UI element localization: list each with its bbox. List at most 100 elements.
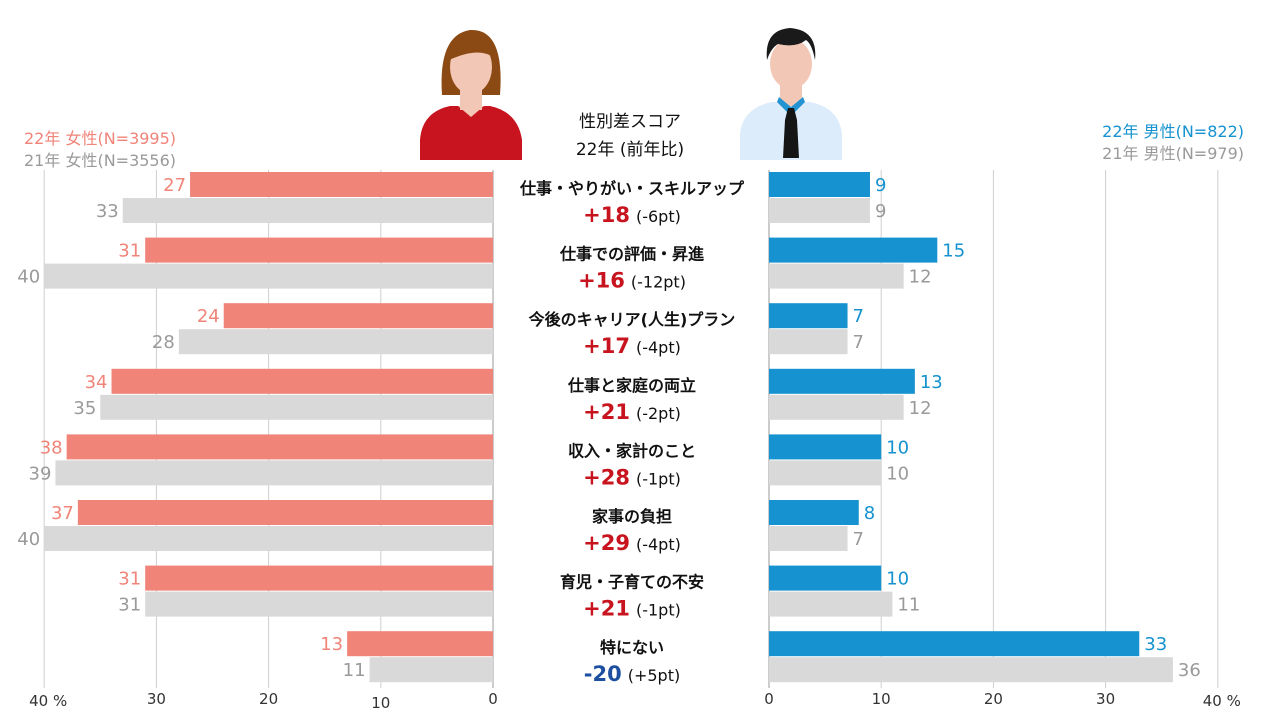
score-label: +18 (-6pt): [583, 203, 681, 227]
bar-male-21: [769, 460, 882, 486]
bar-male-22: [769, 237, 938, 263]
category-label: 家事の負担: [592, 507, 672, 526]
value-label-female-21: 28: [152, 332, 175, 353]
category-label: 今後のキャリア(人生)プラン: [528, 310, 736, 329]
bar-female-21: [145, 591, 493, 617]
bar-female-22: [77, 500, 494, 525]
bar-male-21: [769, 394, 904, 420]
score-change: (-4pt): [636, 535, 681, 554]
bar-female-21: [100, 394, 494, 420]
legend-male-21: 21年 男性(N=979): [1102, 144, 1244, 163]
bar-male-22: [769, 500, 859, 525]
score-value: +18: [583, 203, 630, 227]
score-label: +28 (-1pt): [583, 465, 681, 489]
bar-male-21: [769, 198, 870, 223]
score-value: +29: [583, 531, 630, 555]
category-label: 育児・子育ての不安: [560, 573, 704, 592]
bar-male-21: [769, 329, 848, 355]
value-label-male-21: 12: [909, 398, 932, 419]
category-label: 特にない: [600, 638, 664, 657]
value-label-male-22: 10: [886, 437, 909, 458]
tick-label-left: 0: [488, 690, 498, 708]
value-label-female-21: 35: [73, 398, 96, 419]
score-subtitle: 22年 (前年比): [575, 140, 685, 160]
score-change: (-1pt): [636, 601, 681, 620]
bar-male-21: [769, 526, 848, 551]
bar-female-22: [347, 631, 493, 657]
tick-label-left: 40 %: [29, 692, 67, 710]
bar-female-21: [178, 329, 493, 355]
value-label-female-21: 33: [96, 201, 119, 222]
score-change: (+5pt): [628, 666, 681, 685]
bar-female-22: [66, 434, 493, 460]
value-label-male-22: 15: [942, 241, 965, 262]
bar-female-22: [145, 237, 493, 263]
category-label: 収入・家計のこと: [568, 441, 696, 460]
score-value: +17: [583, 334, 630, 358]
tick-label-right: 0: [764, 690, 774, 708]
value-label-male-21: 36: [1178, 660, 1201, 681]
score-change: (-1pt): [636, 469, 681, 488]
bar-male-22: [769, 565, 882, 591]
value-label-male-22: 9: [875, 175, 886, 196]
value-label-male-22: 7: [853, 306, 864, 327]
score-label: +17 (-4pt): [583, 334, 681, 358]
tick-label-right: 10: [872, 690, 891, 708]
value-label-male-21: 12: [909, 267, 932, 288]
category-label: 仕事での評価・昇進: [559, 245, 704, 264]
bar-male-22: [769, 631, 1140, 657]
tick-label-left: 30: [147, 690, 166, 708]
score-value: +16: [578, 269, 625, 293]
axis-ticks: 40 % 30 20 10 0 0 10 20 30 40 %: [29, 690, 1241, 712]
score-title: 性別差スコア: [579, 112, 681, 132]
value-label-male-22: 10: [886, 569, 909, 590]
bars-layer: 27 33 9 9 31 40 15 12 24 28 7 7 34 35 13 12 38 39 10 10 37 40…: [17, 172, 1201, 683]
bar-female-22: [111, 368, 494, 394]
bar-male-22: [769, 368, 915, 394]
score-header: 性別差スコア 22年 (前年比): [530, 108, 730, 164]
value-label-female-22: 27: [163, 175, 186, 196]
score-value: +21: [583, 597, 630, 621]
value-label-male-21: 7: [853, 332, 864, 353]
bar-male-22: [769, 172, 870, 197]
tick-label-left: 20: [259, 690, 278, 708]
value-label-male-22: 8: [864, 503, 875, 524]
value-label-female-21: 40: [17, 267, 40, 288]
tick-label-right: 40 %: [1203, 692, 1241, 710]
woman-avatar-icon: [420, 29, 522, 160]
category-label: 仕事・やりがい・スキルアップ: [519, 179, 745, 198]
value-label-male-21: 10: [886, 463, 909, 484]
tick-label-right: 30: [1096, 690, 1115, 708]
man-avatar-icon: [740, 28, 842, 160]
center-labels: 仕事・やりがい・スキルアップ +18 (-6pt) 仕事での評価・昇進 +16 (-12p…: [519, 179, 745, 686]
score-label: -20 (+5pt): [584, 662, 680, 686]
tick-label-left: 10: [371, 694, 390, 712]
female-legend: 22年 女性(N=3995) 21年 女性(N=3556): [24, 128, 176, 172]
legend-female-21: 21年 女性(N=3556): [24, 151, 177, 170]
bar-male-22: [769, 303, 848, 329]
value-label-male-22: 33: [1144, 634, 1167, 655]
value-label-male-22: 13: [920, 372, 943, 393]
score-change: (-6pt): [636, 207, 681, 226]
value-label-female-21: 31: [118, 595, 141, 616]
value-label-female-22: 37: [51, 503, 74, 524]
value-label-male-21: 7: [853, 529, 864, 550]
male-legend: 22年 男性(N=822) 21年 男性(N=979): [1102, 121, 1244, 165]
score-label: +16 (-12pt): [578, 269, 686, 293]
value-label-female-22: 31: [118, 241, 141, 262]
bar-male-21: [769, 657, 1173, 683]
score-value: -20: [584, 662, 622, 686]
legend-male-22: 22年 男性(N=822): [1102, 122, 1244, 141]
score-change: (-12pt): [631, 273, 686, 292]
category-label: 仕事と家庭の両立: [567, 376, 696, 395]
bar-male-21: [769, 591, 893, 617]
value-label-female-21: 40: [17, 529, 40, 550]
bar-female-21: [55, 460, 494, 486]
value-label-female-22: 31: [118, 569, 141, 590]
score-label: +21 (-1pt): [583, 597, 681, 621]
value-label-female-22: 24: [197, 306, 220, 327]
bar-female-21: [122, 198, 494, 223]
value-label-female-21: 11: [343, 660, 366, 681]
bar-female-22: [145, 565, 493, 591]
